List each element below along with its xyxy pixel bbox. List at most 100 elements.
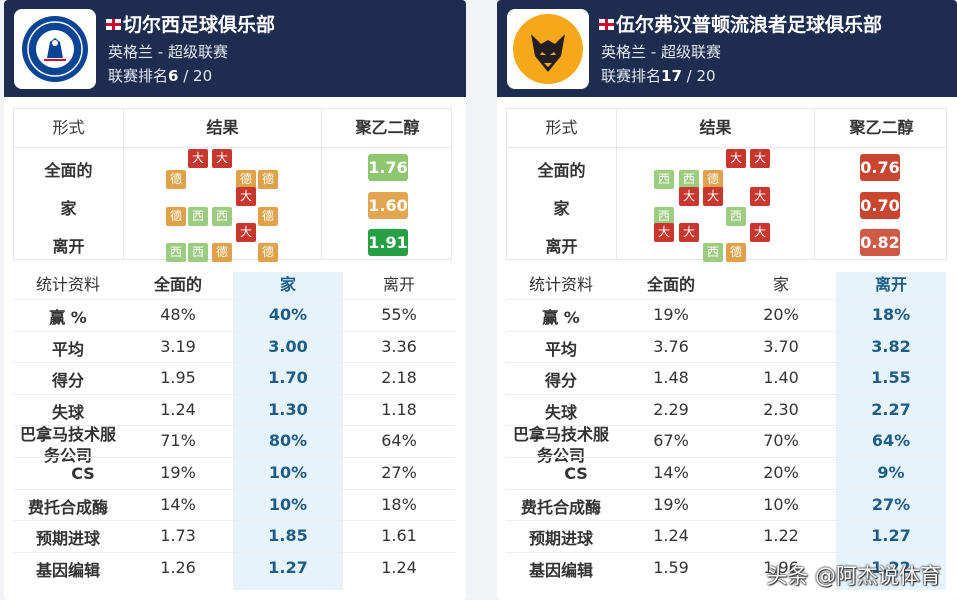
stats-row-label: 赢 % [542, 308, 580, 327]
england-flag-icon [106, 19, 121, 30]
stats-header-label: 统计资料 [528, 275, 593, 294]
stats-value-away: 1.61 [381, 526, 417, 546]
result-chip-loss[interactable]: 西 [726, 207, 746, 226]
team-name-text: 伍尔弗汉普顿流浪者足球俱乐部 [616, 14, 883, 36]
result-chip-win[interactable]: 大 [750, 223, 770, 242]
stats-value-away: 1.55 [871, 368, 911, 388]
stats-value-away: 2.27 [871, 399, 911, 419]
stats-value-home: 3.00 [268, 336, 308, 356]
stats-header-away[interactable]: 离开 [382, 275, 415, 294]
stats-value-away: 55% [381, 305, 417, 324]
result-chip-loss[interactable]: 西 [212, 207, 232, 226]
stats-row: 费托合成酶 19% 10% 27% [506, 488, 946, 521]
result-chip-draw[interactable]: 德 [258, 207, 278, 226]
result-chip-loss[interactable]: 西 [188, 243, 208, 262]
stats-row: CS 19% 10% 27% [13, 457, 455, 489]
stats-row-label: 基因编辑 [35, 560, 100, 580]
rank-total: / 20 [681, 67, 716, 85]
league-name[interactable]: 英格兰 - 超级联赛 [108, 43, 228, 61]
stats-value-home: 10% [268, 463, 308, 482]
result-chip-win[interactable]: 大 [750, 149, 770, 168]
result-chip-win[interactable]: 大 [726, 149, 746, 168]
stats-value-overall: 71% [160, 431, 196, 451]
stats-row-label: CS [71, 464, 95, 483]
result-chip-loss[interactable]: 西 [703, 243, 723, 262]
result-chip-draw[interactable]: 德 [703, 170, 723, 189]
result-chip-loss[interactable]: 西 [679, 170, 699, 189]
stats-value-away: 1.27 [871, 526, 911, 546]
result-chip-win[interactable]: 大 [236, 223, 256, 242]
rank-label: 联赛排名 [601, 67, 662, 85]
team-header: 伍尔弗汉普顿流浪者足球俱乐部 英格兰 - 超级联赛 联赛排名17 / 20 [497, 0, 957, 97]
result-chip-win[interactable]: 大 [212, 149, 232, 168]
stats-value-away: 3.36 [381, 336, 417, 356]
result-chip-win[interactable]: 大 [679, 223, 699, 242]
result-chip-loss[interactable]: 西 [166, 243, 186, 262]
stats-value-overall: 48% [160, 305, 196, 324]
result-chip-win[interactable]: 大 [188, 149, 208, 168]
team-name-text: 切尔西足球俱乐部 [123, 14, 276, 36]
stats-row: 赢 % 48% 40% 55% [13, 299, 455, 331]
result-chip-loss[interactable]: 西 [654, 207, 674, 226]
result-chip-win[interactable]: 大 [654, 223, 674, 242]
stats-value-overall: 1.24 [160, 399, 196, 419]
stats-value-overall: 19% [653, 494, 689, 514]
highlight-column-away [836, 272, 946, 590]
stats-row-label: 失球 [544, 402, 577, 422]
stats-row-label: 得分 [51, 371, 84, 391]
team-logo[interactable] [507, 9, 589, 89]
stats-header-overall[interactable]: 全面的 [153, 275, 202, 294]
result-chip-draw[interactable]: 德 [166, 170, 186, 189]
stats-value-home: 1.22 [763, 526, 799, 546]
stats-row: 平均 3.76 3.70 3.82 [506, 330, 946, 363]
result-chip-draw[interactable]: 德 [726, 243, 746, 262]
stats-value-away: 1.18 [381, 399, 417, 419]
result-chip-win[interactable]: 大 [236, 187, 256, 206]
form-row-label-overall: 全面的 [537, 161, 586, 180]
stats-row: 赢 % 19% 20% 18% [506, 299, 946, 331]
stats-value-home: 2.30 [763, 399, 799, 419]
stats-value-home: 20% [763, 305, 799, 324]
stats-row: 平均 3.19 3.00 3.36 [13, 330, 455, 363]
form-header-results: 结果 [699, 118, 732, 137]
ppg-badge-overall: 0.76 [860, 154, 900, 181]
stats-value-away: 27% [871, 494, 911, 514]
result-chip-win[interactable]: 大 [679, 187, 699, 206]
stats-header-home[interactable]: 家 [279, 275, 296, 294]
stats-row: CS 14% 20% 9% [506, 457, 946, 489]
stats-row-label: 费托合成酶 [520, 497, 601, 517]
form-row-label-away: 离开 [52, 237, 85, 256]
stats-value-overall: 3.19 [160, 336, 196, 356]
league-name[interactable]: 英格兰 - 超级联赛 [601, 43, 721, 61]
stats-row: 预期进球 1.24 1.22 1.27 [506, 520, 946, 552]
stats-value-home: 1.70 [268, 368, 308, 388]
stats-header-overall[interactable]: 全面的 [646, 275, 695, 294]
result-chip-loss[interactable]: 西 [654, 170, 674, 189]
stats-value-overall: 19% [653, 305, 689, 324]
stats-row-label: 巴拿马技术服务公司 [512, 425, 609, 466]
stats-row: 预期进球 1.73 1.85 1.61 [13, 520, 455, 552]
result-chip-draw[interactable]: 德 [236, 170, 256, 189]
team-panel-wolves: 伍尔弗汉普顿流浪者足球俱乐部 英格兰 - 超级联赛 联赛排名17 / 20 形式… [497, 0, 957, 600]
stats-table: 统计资料 全面的 家 离开 赢 % 19% 20% 18% 平均 3.76 3.… [506, 272, 946, 590]
result-chip-draw[interactable]: 德 [258, 170, 278, 189]
form-table: 形式 结果 聚乙二醇 全面的 家 离开 大 大 德 德 德 大 德 西 西 德 … [13, 108, 453, 262]
form-header-form: 形式 [52, 118, 85, 137]
stats-row-label: 平均 [51, 339, 84, 359]
result-chip-draw[interactable]: 德 [212, 243, 232, 262]
form-header-ppg: 聚乙二醇 [849, 118, 914, 137]
result-chip-draw[interactable]: 德 [166, 207, 186, 226]
stats-header-away[interactable]: 离开 [874, 275, 907, 294]
stats-row: 得分 1.48 1.40 1.55 [506, 362, 946, 394]
stats-header-home[interactable]: 家 [772, 275, 789, 294]
result-chip-draw[interactable]: 德 [258, 243, 278, 262]
stats-value-away: 1.22 [871, 557, 911, 577]
stats-value-overall: 1.48 [653, 368, 689, 388]
stats-value-home: 10% [268, 494, 308, 514]
stats-value-home: 10% [763, 494, 799, 514]
team-logo[interactable] [14, 9, 96, 89]
result-chip-loss[interactable]: 西 [188, 207, 208, 226]
result-chip-win[interactable]: 大 [750, 187, 770, 206]
stats-row-label: 预期进球 [35, 529, 100, 549]
result-chip-win[interactable]: 大 [703, 187, 723, 206]
